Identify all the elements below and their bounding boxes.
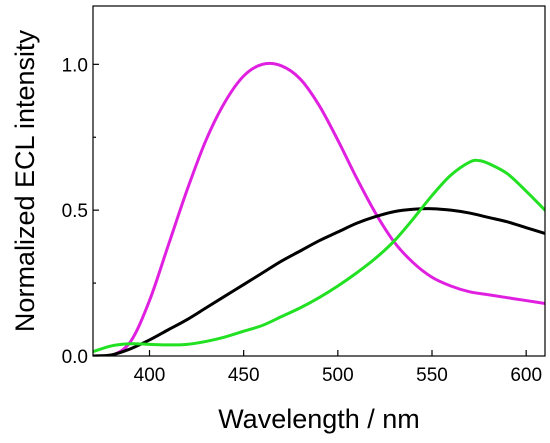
series-layer — [93, 61, 545, 356]
x-tick-label: 600 — [510, 365, 542, 386]
black-series-line — [93, 207, 545, 356]
y-tick-label: 0.5 — [62, 201, 88, 222]
plot-frame — [92, 5, 546, 357]
y-axis-title: Normalized ECL intensity — [10, 29, 40, 332]
y-tick-label: 1.0 — [62, 55, 88, 76]
x-tick-label: 550 — [416, 365, 448, 386]
y-tick-label: 0.0 — [62, 347, 88, 368]
x-axis-title: Wavelength / nm — [218, 404, 420, 434]
tick-layer: 400 450 500 550 600 0.0 0.5 1.0 — [62, 55, 542, 386]
x-tick-label: 400 — [134, 365, 166, 386]
magenta-series-line — [93, 61, 545, 356]
green-series-line — [93, 158, 545, 354]
x-tick-label: 450 — [228, 365, 260, 386]
x-tick-label: 500 — [322, 365, 354, 386]
